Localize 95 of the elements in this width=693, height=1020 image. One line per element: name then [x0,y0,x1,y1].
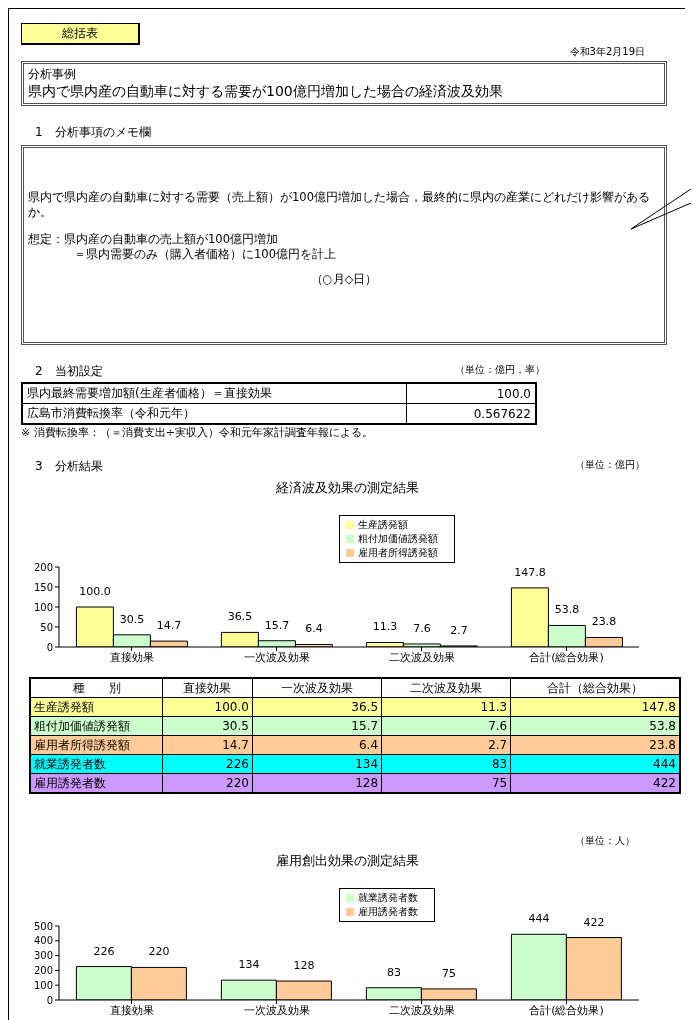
text: （単位：億円） [575,458,645,472]
data-label: 422 [583,915,605,929]
y-tick-label: 200 [33,964,53,976]
data-label: 14.7 [156,619,182,633]
category-label: 粗付加価値誘発額 [34,718,130,733]
data-label: 83 [386,965,401,979]
text: （○月◇日） [309,272,379,287]
text: 220 [226,776,249,790]
x-tick-label: 二次波及効果 [388,1003,455,1017]
text: 分析事例 [28,66,77,83]
data-label: 2.7 [450,623,468,637]
data-label: 128 [293,959,315,973]
data-label: 75 [441,966,456,980]
text: 県内最終需要増加額(生産者価格）＝直接効果 [22,383,407,404]
legend-label: 雇用誘発者数 [358,906,418,917]
text: 0.567622 [406,403,536,424]
text: 1 分析事項のメモ欄 [35,124,152,141]
y-tick-label: 500 [33,920,53,932]
legend-label: 就業誘発者数 [358,892,418,903]
category-label: 雇用誘発者数 [34,775,106,790]
data-label: 444 [528,912,550,926]
y-tick-label: 200 [33,561,53,573]
data-label: 36.5 [227,610,253,624]
text: 想定：県内産の自動車の売上額が100億円増加 [28,232,279,247]
x-tick-label: 一次波及効果 [243,1003,310,1017]
y-tick-label: 0 [46,994,53,1006]
data-label: 7.6 [413,621,431,635]
text: 36.5 [351,700,379,714]
text: 226 [226,757,249,771]
category-label: 種 別 [30,678,163,698]
legend-label: 雇用者所得誘発額 [358,547,438,558]
text: 令和3年2月19日 [568,45,645,59]
text: 広島市消費転換率（令和元年） [22,403,407,424]
data-label: 100.0 [79,585,111,598]
category-label: 生産誘発額 [34,699,94,714]
x-tick-label: 合計(総合効果) [529,1003,604,1017]
y-tick-label: 100 [33,979,53,991]
text: 444 [653,757,676,771]
data-label: 147.8 [514,565,546,579]
category-label: 就業誘発者数 [34,756,106,771]
chart-title: 経済波及効果の測定結果 [274,479,420,497]
text: 2.7 [488,738,508,752]
category-label: 直接効果 [162,678,253,698]
data-label: 220 [148,945,170,959]
text: 7.6 [488,719,508,733]
text: 53.8 [649,719,676,733]
x-tick-label: 二次波及効果 [388,650,455,664]
x-tick-label: 直接効果 [109,650,154,664]
category-label: 雇用者所得誘発額 [34,737,130,752]
text: 14.7 [222,738,249,752]
y-tick-label: 0 [46,641,53,653]
text: 15.7 [351,719,379,733]
data-label: 11.3 [372,620,398,634]
text: 3 分析結果 [35,458,103,475]
text: （単位：億円，率） [455,363,545,377]
text: ＝県内需要のみ（購入者価格）に100億円を計上 [74,247,337,262]
legend-label: 粗付加価値誘発額 [358,533,438,544]
data-label: 30.5 [119,612,145,626]
text: 100.0 [406,383,536,404]
y-tick-label: 400 [33,935,53,947]
text: （単位：人） [574,834,635,848]
data-label: 53.8 [554,603,580,617]
category-label: 二次波及効果 [381,678,511,698]
text: ※ 消費転換率：（＝消費支出÷実収入）令和元年家計調査年報による。 [21,425,374,440]
y-tick-label: 150 [33,581,53,593]
legend-label: 生産誘発額 [358,519,408,530]
text: 134 [355,757,379,771]
text: 県内で県内産の自動車に対する需要が100億円増加した場合の経済波及効果 [28,83,504,101]
text: 83 [491,757,508,771]
text: 147.8 [641,700,676,714]
data-label: 23.8 [591,615,617,629]
text: 23.8 [649,738,676,752]
data-label: 15.7 [264,618,290,632]
y-tick-label: 50 [40,621,53,633]
x-tick-label: 合計(総合効果) [529,650,604,664]
text: 30.5 [222,719,249,733]
text: 6.4 [358,738,379,752]
data-label: 6.4 [305,622,323,636]
chart-title: 雇用創出効果の測定結果 [274,852,420,870]
category-label: 合計（総合効果） [510,678,680,698]
text: 11.3 [480,700,508,714]
text: 100.0 [214,700,249,714]
text: 422 [653,776,676,790]
text: 2 当初設定 [35,363,103,380]
text: 128 [355,776,379,790]
y-tick-label: 300 [33,950,53,962]
category-label: 一次波及効果 [252,678,382,698]
text: 75 [491,776,508,790]
x-tick-label: 一次波及効果 [243,650,310,664]
y-tick-label: 100 [33,601,53,613]
x-tick-label: 直接効果 [109,1003,154,1017]
data-label: 134 [238,958,260,972]
text: 県内で県内産の自動車に対する需要（売上額）が100億円増加した場合，最終的に県内の産業にどれだけ影響があるか。 [28,190,651,220]
data-label: 226 [93,944,115,958]
text: 総括表 [21,23,140,45]
